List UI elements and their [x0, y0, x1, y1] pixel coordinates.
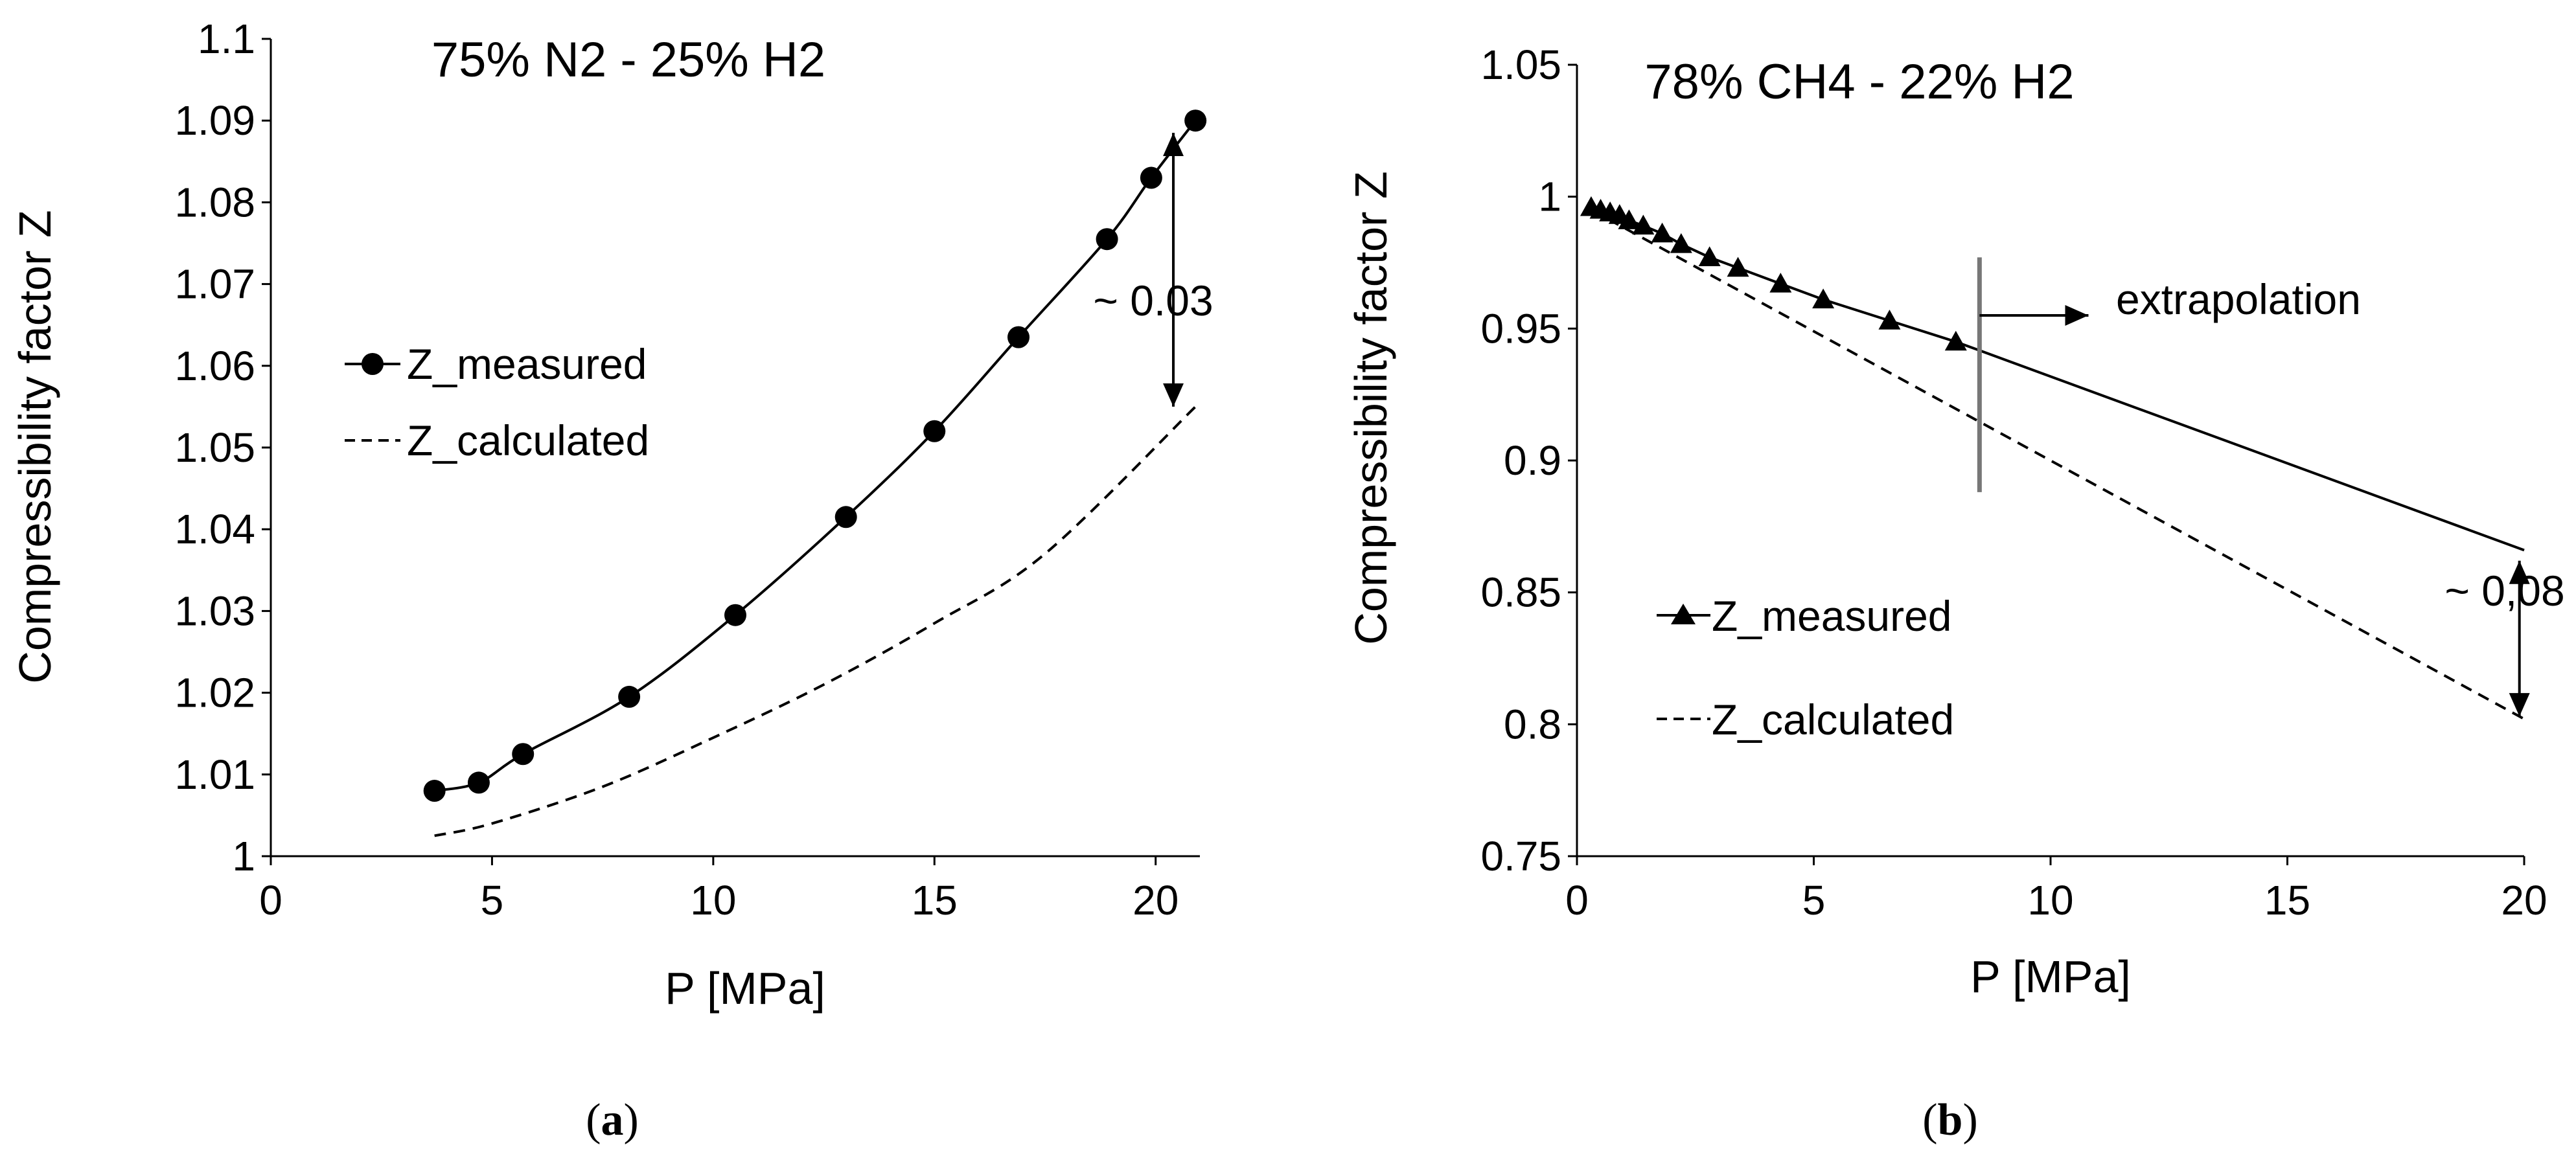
x-tick-label-a: 10	[690, 877, 736, 924]
data-point-z-measured-b	[1651, 222, 1673, 243]
data-point-z-measured-a	[618, 685, 641, 708]
chart-title-a: 75% N2 - 25% H2	[431, 32, 825, 87]
chart-panel-a: 75% N2 - 25% H2 1 1.01 1.02 1.03 1.04 1.05 1.0…	[10, 16, 1213, 1145]
legend-label-z-measured-a: Z_measured	[407, 340, 647, 388]
data-point-z-measured-a	[1184, 109, 1207, 132]
data-point-z-measured-a	[834, 506, 857, 528]
legend-marker-z-measured-a	[362, 353, 384, 375]
legend-b: Z_measured Z_calculated	[1657, 592, 1954, 744]
data-point-z-measured-b	[1670, 233, 1692, 253]
y-tick-label-a: 1.05	[174, 424, 255, 471]
data-point-z-measured-a	[923, 420, 946, 442]
y-tick-label-b: 0.8	[1504, 701, 1561, 747]
legend-a: Z_measured Z_calculated	[345, 340, 649, 464]
data-point-z-measured-a	[467, 771, 490, 794]
y-tick-label-b: 1	[1538, 174, 1561, 220]
data-point-z-measured-a	[1140, 166, 1162, 189]
x-tick-label-a: 0	[259, 877, 282, 924]
data-point-z-measured-a	[423, 780, 446, 802]
x-axis-label-a: P [MPa]	[665, 963, 825, 1014]
y-axis-label-a: Compressibility factor Z	[10, 210, 60, 683]
series-line-z-calculated-b	[1590, 209, 2525, 720]
y-tick-label-a: 1	[232, 833, 255, 880]
y-tick-label-a: 1.09	[174, 97, 255, 144]
x-tick-label-a: 5	[481, 877, 504, 924]
caption-letter-a: a	[601, 1095, 624, 1145]
y-tick-label-b: 0.85	[1480, 569, 1561, 616]
x-tick-label-b: 5	[1802, 877, 1826, 924]
data-point-z-measured-b	[1769, 273, 1792, 293]
chart-title-b: 78% CH4 - 22% H2	[1644, 54, 2074, 109]
x-tick-label-b: 10	[2027, 877, 2073, 924]
legend-label-z-calculated-b: Z_calculated	[1712, 696, 1954, 744]
caption-a: (a)	[586, 1095, 639, 1145]
series-line-z-calculated-a	[434, 405, 1197, 837]
y-tick-label-a: 1.07	[174, 261, 255, 308]
legend-label-z-calculated-a: Z_calculated	[407, 416, 649, 464]
y-tick-label-b: 1.05	[1480, 41, 1561, 88]
data-point-z-measured-a	[512, 743, 535, 766]
y-tick-label-a: 1.08	[174, 179, 255, 225]
data-point-z-measured-b	[1698, 246, 1721, 266]
chart-panel-b: 78% CH4 - 22% H2 0.75 0.8 0.85 0.9 0.95 1 1.05…	[1346, 41, 2565, 1145]
series-markers-z-measured-b	[1580, 196, 1967, 351]
x-tick-label-b: 0	[1565, 877, 1589, 924]
x-tick-label-a: 15	[912, 877, 958, 924]
y-tick-label-a: 1.03	[174, 587, 255, 634]
data-point-z-measured-a	[1096, 228, 1118, 251]
legend-label-z-measured-b: Z_measured	[1712, 592, 1952, 640]
x-tick-label-b: 20	[2501, 877, 2547, 924]
data-point-z-measured-b	[1727, 256, 1749, 277]
y-axis-ticks-a: 1 1.01 1.02 1.03 1.04 1.05 1.06 1.07 1.08 1.09 1.1	[174, 16, 271, 880]
data-point-z-measured-b	[1812, 288, 1835, 309]
x-tick-label-b: 15	[2264, 877, 2310, 924]
series-line-z-measured-extrapolated-b	[1955, 340, 2525, 552]
y-axis-ticks-b: 0.75 0.8 0.85 0.9 0.95 1 1.05	[1480, 41, 1577, 880]
data-point-z-measured-b	[1944, 330, 1967, 351]
y-axis-label-b: Compressibility factor Z	[1346, 171, 1396, 644]
legend-marker-z-measured-b	[1671, 604, 1696, 624]
y-tick-label-b: 0.75	[1480, 833, 1561, 880]
x-axis-label-b: P [MPa]	[1970, 951, 2131, 1002]
extrapolation-label-b: extrapolation	[2116, 275, 2361, 323]
caption-letter-b: b	[1938, 1095, 1963, 1145]
x-tick-label-a: 20	[1133, 877, 1179, 924]
y-tick-label-b: 0.95	[1480, 305, 1561, 352]
y-tick-label-b: 0.9	[1504, 437, 1561, 484]
y-tick-label-a: 1.04	[174, 506, 255, 552]
data-point-z-measured-a	[724, 604, 746, 626]
data-point-z-measured-a	[1007, 326, 1030, 348]
series-markers-z-measured-a	[423, 109, 1207, 802]
annotation-label-a: ~ 0.03	[1093, 277, 1213, 324]
data-point-z-measured-b	[1878, 310, 1901, 330]
x-axis-ticks-a: 0 5 10 15 20	[259, 856, 1179, 924]
y-tick-label-a: 1.02	[174, 670, 255, 716]
y-tick-label-a: 1.06	[174, 343, 255, 389]
data-point-z-measured-b	[1618, 209, 1640, 229]
data-point-z-measured-b	[1632, 214, 1655, 235]
y-tick-label-a: 1.1	[198, 16, 255, 62]
x-axis-ticks-b: 0 5 10 15 20	[1565, 856, 2547, 924]
caption-b: (b)	[1922, 1095, 1978, 1145]
annotation-label-b: ~ 0,08	[2444, 567, 2564, 615]
y-tick-label-a: 1.01	[174, 751, 255, 798]
